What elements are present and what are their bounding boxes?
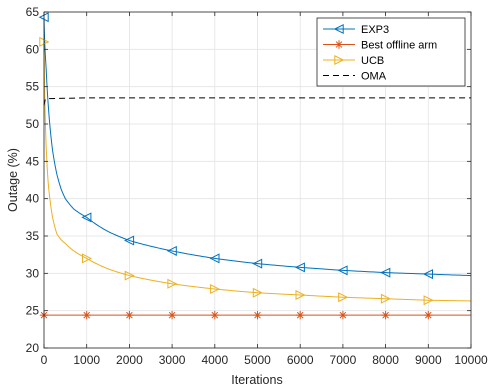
x-tick-label: 7000 (330, 353, 357, 367)
series-line-exp3 (43, 17, 472, 277)
y-tick-label: 20 (26, 341, 40, 355)
series-lines (43, 17, 472, 316)
marker-ucb (338, 292, 349, 303)
legend-marker-ucb (334, 54, 345, 66)
x-tick-label: 8000 (372, 353, 399, 367)
marker-ucb (124, 270, 135, 281)
x-axis-ticks: 0 1000 2000 3000 4000 5000 6000 7000 8000 9000 100… (41, 12, 488, 367)
legend-label-exp3: EXP3 (361, 24, 389, 36)
marker-exp3 (124, 235, 135, 246)
marker-best-offline-arm (82, 310, 91, 320)
marker-ucb (210, 284, 221, 295)
marker-best-offline-arm (424, 310, 433, 320)
x-tick-label: 5000 (244, 353, 271, 367)
legend: EXP3 Best offline arm UCB OMA (316, 17, 466, 87)
y-tick-label: 40 (26, 192, 40, 206)
y-tick-label: 55 (26, 80, 40, 94)
x-tick-label: 6000 (287, 353, 314, 367)
x-tick-label: 10000 (454, 353, 488, 367)
marker-best-offline-arm (381, 310, 390, 320)
marker-ucb (380, 293, 391, 304)
marker-best-offline-arm (338, 310, 348, 320)
x-axis-title: Iterations (231, 373, 282, 387)
y-axis-ticks: 20 25 30 35 40 45 50 55 60 65 (26, 5, 471, 355)
marker-exp3 (166, 245, 177, 256)
marker-best-offline-arm (167, 310, 177, 320)
marker-best-offline-arm (253, 310, 262, 320)
y-axis-title: Outage (%) (6, 148, 20, 212)
marker-ucb (82, 253, 93, 264)
x-tick-label: 9000 (415, 353, 442, 367)
y-tick-label: 50 (26, 117, 40, 131)
marker-ucb (167, 278, 178, 289)
marker-exp3 (337, 265, 348, 276)
y-tick-label: 25 (26, 304, 40, 318)
x-tick-label: 3000 (159, 353, 186, 367)
marker-ucb (252, 287, 263, 298)
marker-exp3 (209, 253, 220, 264)
x-tick-label: 4000 (201, 353, 228, 367)
marker-exp3 (294, 262, 305, 273)
legend-box (316, 17, 466, 87)
x-tick-label: 1000 (73, 353, 100, 367)
legend-label-oma: OMA (361, 71, 387, 83)
marker-best-offline-arm (210, 310, 219, 320)
marker-exp3 (81, 212, 92, 223)
legend-label-ucb: UCB (361, 55, 384, 67)
legend-marker-exp3 (333, 23, 344, 35)
x-tick-label: 2000 (116, 353, 143, 367)
marker-best-offline-arm (296, 310, 305, 320)
series-line-ucb (43, 41, 472, 302)
marker-exp3 (252, 258, 263, 269)
marker-exp3 (380, 267, 391, 278)
series-line-oma (43, 97, 471, 106)
y-tick-label: 35 (26, 229, 40, 243)
marker-ucb (423, 295, 434, 306)
marker-ucb (295, 289, 306, 300)
y-tick-label: 30 (26, 266, 40, 280)
marker-exp3 (422, 269, 433, 280)
legend-marker-best-offline-arm (334, 40, 344, 49)
x-tick-label: 0 (41, 353, 48, 367)
y-tick-label: 60 (26, 42, 40, 56)
y-tick-label: 45 (26, 154, 40, 168)
legend-label-best-offline-arm: Best offline arm (361, 40, 437, 52)
marker-best-offline-arm (125, 310, 134, 320)
y-tick-label: 65 (26, 5, 40, 19)
